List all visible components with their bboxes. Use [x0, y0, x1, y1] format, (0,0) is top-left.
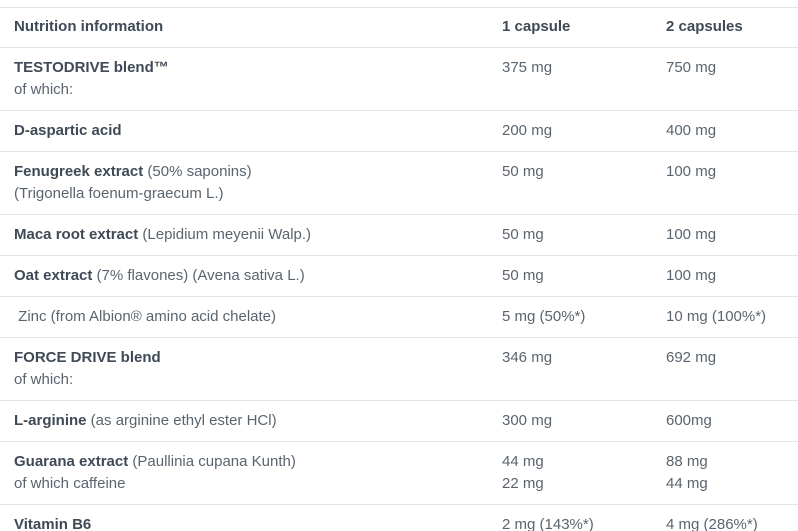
table-row: Maca root extract (Lepidium meyenii Walp… — [0, 215, 798, 256]
amount-1-capsule-cell: 50 mg — [502, 224, 666, 246]
amount-2-capsules-cell: 600mg — [666, 410, 798, 432]
amount-value: 100 mg — [666, 226, 717, 243]
ingredient-name: Vitamin B6 — [14, 514, 502, 531]
ingredient-name: Fenugreek extract (50% saponins) — [14, 161, 502, 183]
ingredient-name-bold: L-arginine — [14, 412, 87, 429]
amount-value: 10 mg (100%*) — [666, 308, 767, 325]
amount-value: 375 mg — [502, 59, 553, 76]
amount-2-capsules-cell: 400 mg — [666, 120, 798, 142]
amount-1-capsule-cell: 5 mg (50%*) — [502, 306, 666, 328]
ingredient-cell: Guarana extract (Paullinia cupana Kunth)… — [14, 451, 502, 495]
nutrition-table: Nutrition information 1 capsule 2 capsul… — [0, 7, 798, 531]
ingredient-name-bold: Maca root extract — [14, 226, 139, 243]
amount-value: 692 mg — [666, 349, 717, 366]
table-body: TESTODRIVE blend™ of which: 375 mg 750 mg D-… — [0, 48, 798, 531]
amount-2-capsules-cell: 100 mg — [666, 224, 798, 246]
ingredient-name-bold: Oat extract — [14, 267, 93, 284]
ingredient-name-detail: (Lepidium meyenii Walp.) — [138, 226, 312, 243]
ingredient-cell: L-arginine (as arginine ethyl ester HCl) — [14, 410, 502, 432]
ingredient-name-bold: TESTODRIVE blend™ — [14, 59, 169, 76]
amount-value: 100 mg — [666, 267, 717, 284]
ingredient-name-bold: D-aspartic acid — [14, 122, 122, 139]
ingredient-subline: of which: — [14, 81, 74, 98]
amount-subvalue: 44 mg — [666, 475, 708, 492]
ingredient-name: L-arginine (as arginine ethyl ester HCl) — [14, 410, 502, 432]
ingredient-name-detail: (Paullinia cupana Kunth) — [128, 453, 296, 470]
table-header-row: Nutrition information 1 capsule 2 capsul… — [0, 8, 798, 48]
table-row: Guarana extract (Paullinia cupana Kunth)… — [0, 442, 798, 505]
ingredient-cell: TESTODRIVE blend™ of which: — [14, 57, 502, 101]
table-row: FORCE DRIVE blend of which: 346 mg 692 mg — [0, 338, 798, 401]
amount-subvalue: 22 mg — [502, 475, 544, 492]
amount-2-capsules-cell: 10 mg (100%*) — [666, 306, 798, 328]
ingredient-cell: Oat extract (7% flavones) (Avena sativa … — [14, 265, 502, 287]
amount-value: 300 mg — [502, 412, 553, 429]
table-row: Zinc (from Albion® amino acid chelate) 5 … — [0, 297, 798, 338]
amount-2-capsules-cell: 750 mg — [666, 57, 798, 79]
amount-1-capsule-cell: 50 mg — [502, 265, 666, 287]
amount-2-capsules-cell: 88 mg 44 mg — [666, 451, 798, 495]
table-row: D-aspartic acid 200 mg 400 mg — [0, 111, 798, 152]
ingredient-name: TESTODRIVE blend™ — [14, 57, 502, 79]
header-2-capsules: 2 capsules — [666, 18, 743, 35]
ingredient-cell: Zinc (from Albion® amino acid chelate) — [14, 306, 502, 328]
amount-2-capsules-cell: 100 mg — [666, 265, 798, 287]
ingredient-subline: (Trigonella foenum-graecum L.) — [14, 185, 224, 202]
table-row: Fenugreek extract (50% saponins) (Trigone… — [0, 152, 798, 215]
amount-1-capsule-cell: 50 mg — [502, 161, 666, 183]
amount-value: 50 mg — [502, 163, 544, 180]
ingredient-name-detail: Zinc (from Albion® amino acid chelate) — [14, 308, 276, 325]
ingredient-cell: D-aspartic acid — [14, 120, 502, 142]
ingredient-cell: Vitamin B6 — [14, 514, 502, 531]
amount-1-capsule-cell: 300 mg — [502, 410, 666, 432]
ingredient-name-detail: (as arginine ethyl ester HCl) — [86, 412, 277, 429]
amount-value: 4 mg (286%*) — [666, 516, 758, 531]
ingredient-name-bold: Guarana extract — [14, 453, 129, 470]
ingredient-name-bold: Vitamin B6 — [14, 516, 92, 531]
ingredient-subline: of which caffeine — [14, 475, 126, 492]
header-1-capsule: 1 capsule — [502, 18, 571, 35]
ingredient-cell: FORCE DRIVE blend of which: — [14, 347, 502, 391]
ingredient-subline: of which: — [14, 371, 74, 388]
amount-1-capsule-cell: 44 mg 22 mg — [502, 451, 666, 495]
amount-2-capsules-cell: 4 mg (286%*) — [666, 514, 798, 531]
ingredient-name-detail: (50% saponins) — [143, 163, 252, 180]
ingredient-name-bold: FORCE DRIVE blend — [14, 349, 161, 366]
table-row: Oat extract (7% flavones) (Avena sativa … — [0, 256, 798, 297]
ingredient-name-bold: Fenugreek extract — [14, 163, 144, 180]
amount-value: 44 mg — [502, 453, 544, 470]
amount-value: 346 mg — [502, 349, 553, 366]
amount-value: 5 mg (50%*) — [502, 308, 586, 325]
ingredient-name-detail: (7% flavones) (Avena sativa L.) — [92, 267, 305, 284]
table-row: TESTODRIVE blend™ of which: 375 mg 750 mg — [0, 48, 798, 111]
amount-value: 600mg — [666, 412, 712, 429]
table-row: L-arginine (as arginine ethyl ester HCl)… — [0, 401, 798, 442]
amount-value: 750 mg — [666, 59, 717, 76]
amount-1-capsule-cell: 2 mg (143%*) — [502, 514, 666, 531]
amount-2-capsules-cell: 692 mg — [666, 347, 798, 369]
amount-value: 100 mg — [666, 163, 717, 180]
amount-value: 50 mg — [502, 226, 544, 243]
ingredient-name: Oat extract (7% flavones) (Avena sativa … — [14, 265, 502, 287]
ingredient-name: Guarana extract (Paullinia cupana Kunth) — [14, 451, 502, 473]
amount-value: 50 mg — [502, 267, 544, 284]
ingredient-name: D-aspartic acid — [14, 120, 502, 142]
table-row: Vitamin B6 2 mg (143%*) 4 mg (286%*) — [0, 505, 798, 531]
header-nutrition-information: Nutrition information — [14, 18, 164, 35]
ingredient-cell: Maca root extract (Lepidium meyenii Walp… — [14, 224, 502, 246]
amount-1-capsule-cell: 346 mg — [502, 347, 666, 369]
ingredient-cell: Fenugreek extract (50% saponins) (Trigone… — [14, 161, 502, 205]
amount-value: 400 mg — [666, 122, 717, 139]
amount-value: 88 mg — [666, 453, 708, 470]
amount-1-capsule-cell: 375 mg — [502, 57, 666, 79]
ingredient-name: FORCE DRIVE blend — [14, 347, 502, 369]
amount-value: 2 mg (143%*) — [502, 516, 594, 531]
amount-2-capsules-cell: 100 mg — [666, 161, 798, 183]
amount-value: 200 mg — [502, 122, 553, 139]
ingredient-name: Zinc (from Albion® amino acid chelate) — [14, 306, 502, 328]
ingredient-name: Maca root extract (Lepidium meyenii Walp… — [14, 224, 502, 246]
amount-1-capsule-cell: 200 mg — [502, 120, 666, 142]
